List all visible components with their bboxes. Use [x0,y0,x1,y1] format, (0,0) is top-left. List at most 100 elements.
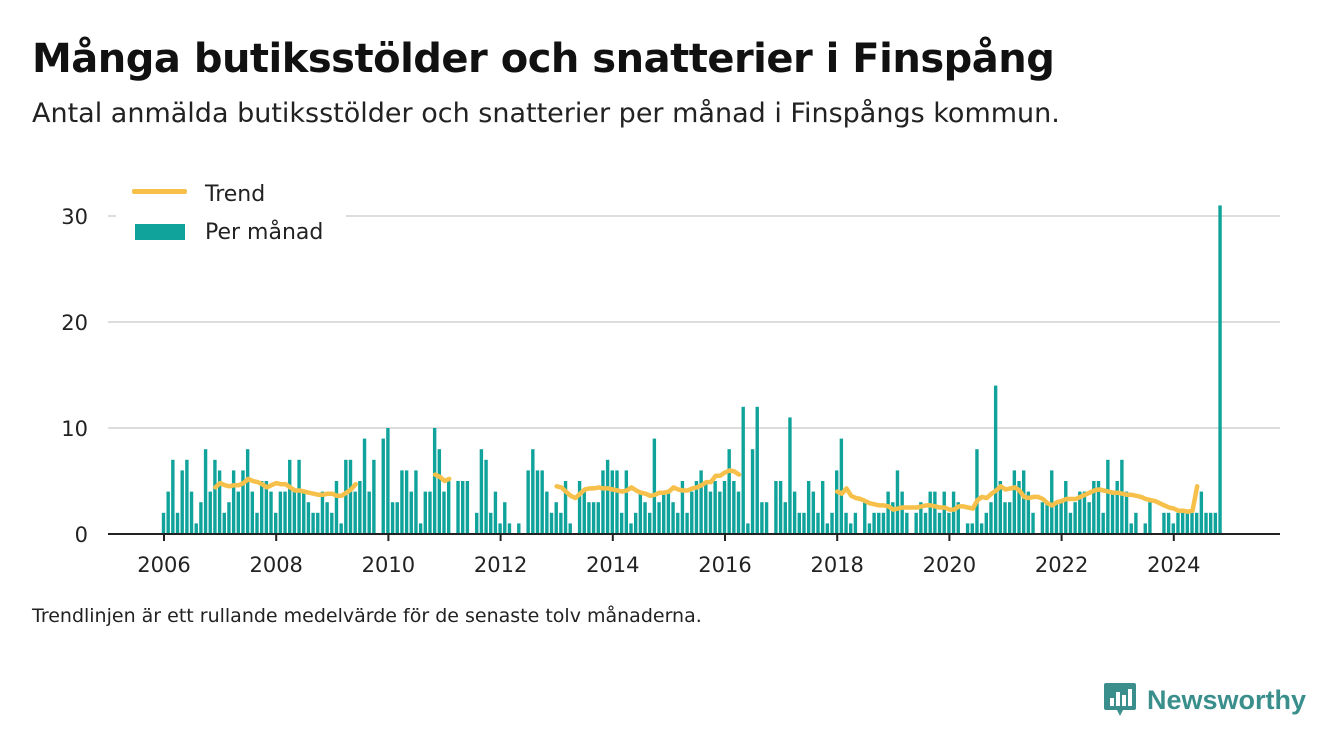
bar[interactable] [1199,491,1204,534]
bar[interactable] [577,481,582,534]
bar[interactable] [947,512,951,534]
bar[interactable] [1115,481,1119,534]
bar[interactable] [1171,523,1175,534]
bar[interactable] [1129,523,1133,534]
bar[interactable] [835,470,839,534]
bar[interactable] [1026,491,1031,534]
bar[interactable] [937,512,942,534]
bar[interactable] [708,491,713,534]
bar[interactable] [704,481,708,534]
bar[interactable] [386,428,390,534]
bar[interactable] [241,470,245,534]
bar[interactable] [498,523,502,534]
bar[interactable] [1101,512,1105,534]
bar[interactable] [465,481,470,534]
bar[interactable] [750,449,755,534]
bar[interactable] [171,459,175,534]
bar[interactable] [1096,481,1101,534]
bar[interactable] [783,502,787,534]
bar[interactable] [503,502,507,534]
bar[interactable] [1180,512,1185,534]
bar[interactable] [409,491,413,534]
bar[interactable] [676,512,680,534]
bar[interactable] [334,481,339,534]
bar[interactable] [844,512,848,534]
bar[interactable] [1204,512,1208,534]
bar[interactable] [1087,502,1091,534]
bar[interactable] [236,491,240,534]
bar[interactable] [951,491,956,534]
bar[interactable] [582,491,586,534]
bar[interactable] [175,512,180,534]
bar[interactable] [591,502,596,534]
bar[interactable] [348,459,353,534]
bar[interactable] [1209,512,1213,534]
bar[interactable] [1120,459,1124,534]
bar[interactable] [535,470,540,534]
bar[interactable] [489,512,493,534]
bar[interactable] [797,512,801,534]
bar[interactable] [390,502,395,534]
bar[interactable] [1176,512,1180,534]
bar[interactable] [633,512,638,534]
bar[interactable] [863,502,867,534]
bar[interactable] [648,512,652,534]
bar[interactable] [722,481,727,534]
bar[interactable] [760,502,764,534]
bar[interactable] [741,406,745,534]
bar[interactable] [250,491,255,534]
bar[interactable] [531,449,535,534]
bar[interactable] [746,523,750,534]
bar[interactable] [1194,512,1199,534]
bar[interactable] [274,512,278,534]
bar[interactable] [680,481,685,534]
bar[interactable] [984,512,988,534]
bar[interactable] [1059,502,1063,534]
bar[interactable] [475,512,479,534]
bar[interactable] [400,470,404,534]
bar[interactable] [316,512,320,534]
bar[interactable] [1017,481,1021,534]
bar[interactable] [1106,459,1110,534]
bar[interactable] [269,491,273,534]
bar[interactable] [414,470,418,534]
bar[interactable] [180,470,184,534]
bar[interactable] [610,470,614,534]
bar[interactable] [217,470,222,534]
bar[interactable] [1012,470,1017,534]
bar[interactable] [881,512,886,534]
bar[interactable] [820,481,825,534]
bar[interactable] [905,512,909,534]
bar[interactable] [507,523,512,534]
bar[interactable] [456,481,460,534]
bar[interactable] [1007,502,1012,534]
bar[interactable] [199,502,203,534]
bar[interactable] [1124,491,1129,534]
bar[interactable] [764,502,769,534]
bar[interactable] [358,481,362,534]
bar[interactable] [278,491,283,534]
bar[interactable] [437,449,442,534]
bar[interactable] [694,481,699,534]
bar[interactable] [923,512,928,534]
bar[interactable] [1092,481,1096,534]
bar[interactable] [540,470,544,534]
bar[interactable] [690,491,694,534]
legend-trend-label[interactable]: Trend [204,182,265,207]
bar[interactable] [1068,512,1073,534]
bar[interactable] [189,491,194,534]
bar[interactable] [1213,512,1218,534]
bar[interactable] [732,481,736,534]
bar[interactable] [1162,512,1166,534]
bar[interactable] [624,470,629,534]
bar[interactable] [166,491,170,534]
bar[interactable] [900,491,904,534]
bar[interactable] [1166,512,1171,534]
bar[interactable] [601,470,605,534]
bar[interactable] [699,470,703,534]
bar[interactable] [993,385,998,534]
trend-line-segment[interactable] [554,468,742,501]
bar[interactable] [549,512,554,534]
bar[interactable] [339,523,343,534]
bar[interactable] [830,512,834,534]
